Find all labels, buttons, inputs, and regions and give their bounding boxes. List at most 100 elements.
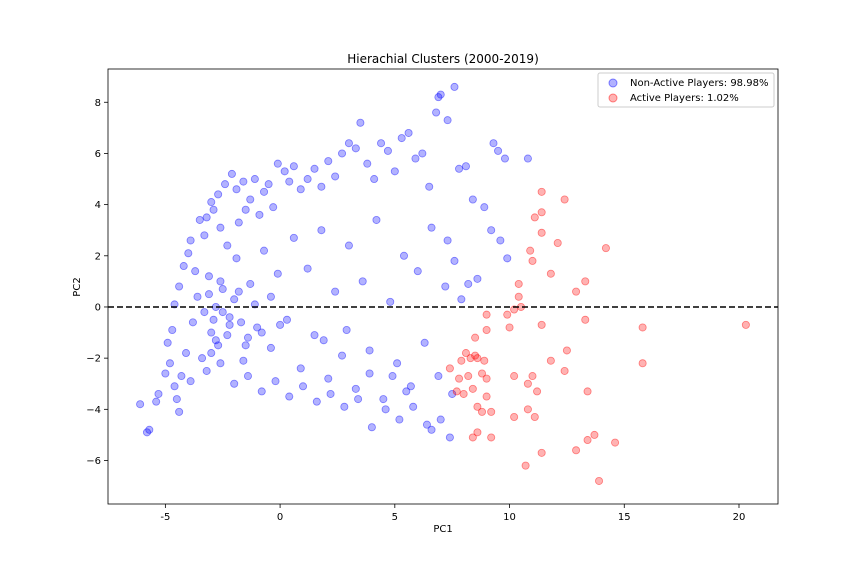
non-active-point: [175, 407, 184, 416]
non-active-point: [487, 226, 496, 235]
active-point: [546, 269, 555, 278]
non-active-point: [427, 425, 436, 434]
active-point: [611, 438, 620, 447]
non-active-point: [175, 282, 184, 291]
non-active-point: [365, 346, 374, 355]
non-active-point: [255, 210, 264, 219]
non-active-point: [344, 139, 353, 148]
non-active-point: [379, 395, 388, 404]
active-point: [482, 310, 491, 319]
non-active-point: [319, 336, 328, 345]
non-active-point: [381, 405, 390, 414]
non-active-point: [168, 325, 177, 334]
non-active-point: [172, 395, 181, 404]
non-active-point: [464, 279, 473, 288]
active-point: [510, 412, 519, 421]
non-active-point: [310, 164, 319, 173]
chart-title: Hierachial Clusters (2000-2019): [347, 52, 539, 66]
non-active-point: [390, 167, 399, 176]
x-tick-label: 5: [392, 512, 398, 523]
active-point: [537, 448, 546, 457]
non-active-point: [480, 203, 489, 212]
non-active-point: [303, 264, 312, 273]
non-active-point: [209, 315, 218, 324]
active-point: [595, 476, 604, 485]
non-active-point: [211, 336, 220, 345]
active-point: [487, 407, 496, 416]
non-active-point: [154, 389, 163, 398]
non-active-point: [232, 185, 241, 194]
non-active-point: [282, 315, 291, 324]
non-active-point: [260, 187, 269, 196]
x-axis-label: PC1: [433, 524, 452, 535]
active-point: [638, 359, 647, 368]
non-active-point: [264, 180, 273, 189]
non-active-point: [344, 241, 353, 250]
active-point: [514, 279, 523, 288]
non-active-point: [354, 395, 363, 404]
non-active-point: [250, 175, 259, 184]
x-tick-label: 0: [277, 512, 283, 523]
active-point: [466, 354, 475, 363]
non-active-point: [225, 320, 234, 329]
non-active-point: [234, 218, 243, 227]
plot-area: [107, 68, 779, 505]
non-active-point: [257, 387, 266, 396]
active-point: [445, 364, 454, 373]
non-active-point: [253, 323, 262, 332]
non-active-point: [299, 382, 308, 391]
non-active-point: [250, 300, 259, 309]
non-active-point: [489, 139, 498, 148]
non-active-point: [161, 369, 170, 378]
non-active-point: [388, 372, 397, 381]
x-axis: -5 0 5 10 15 20: [160, 504, 745, 523]
active-point: [528, 256, 537, 265]
active-point: [514, 292, 523, 301]
non-active-point: [221, 180, 230, 189]
non-active-point: [441, 282, 450, 291]
non-active-point: [207, 328, 216, 337]
non-active-point: [276, 320, 285, 329]
non-active-point: [179, 262, 188, 271]
non-active-point: [234, 287, 243, 296]
non-active-point: [351, 384, 360, 393]
non-active-point: [425, 182, 434, 191]
non-active-point: [496, 236, 505, 245]
active-point: [741, 320, 750, 329]
active-point: [452, 387, 461, 396]
non-active-point: [223, 331, 232, 340]
non-active-point: [182, 349, 191, 358]
non-active-point: [271, 377, 280, 386]
non-active-point: [434, 372, 443, 381]
non-active-point: [500, 154, 509, 163]
non-active-point: [204, 272, 213, 281]
non-active-point: [338, 149, 347, 158]
y-tick-label: 8: [95, 98, 101, 109]
active-point: [562, 346, 571, 355]
non-active-point: [367, 423, 376, 432]
active-point: [471, 333, 480, 342]
active-point: [528, 372, 537, 381]
active-point: [471, 351, 480, 360]
active-point: [523, 405, 532, 414]
non-active-point: [246, 279, 255, 288]
active-point: [473, 402, 482, 411]
non-active-point: [209, 205, 218, 214]
y-tick-label: 4: [95, 200, 101, 211]
non-active-point: [243, 372, 252, 381]
y-tick-label: −6: [86, 456, 101, 467]
non-active-point: [404, 128, 413, 137]
non-active-point: [184, 249, 193, 258]
non-active-point: [191, 267, 200, 276]
non-active-point: [443, 236, 452, 245]
non-active-point: [202, 366, 211, 375]
non-active-point: [296, 185, 305, 194]
y-tick-label: −4: [86, 405, 101, 416]
non-active-point: [432, 108, 441, 117]
non-active-point: [136, 400, 145, 409]
active-point: [505, 323, 514, 332]
legend-label-active: Active Players: 1.02%: [630, 93, 739, 104]
active-point: [560, 366, 569, 375]
active-point: [581, 277, 590, 286]
